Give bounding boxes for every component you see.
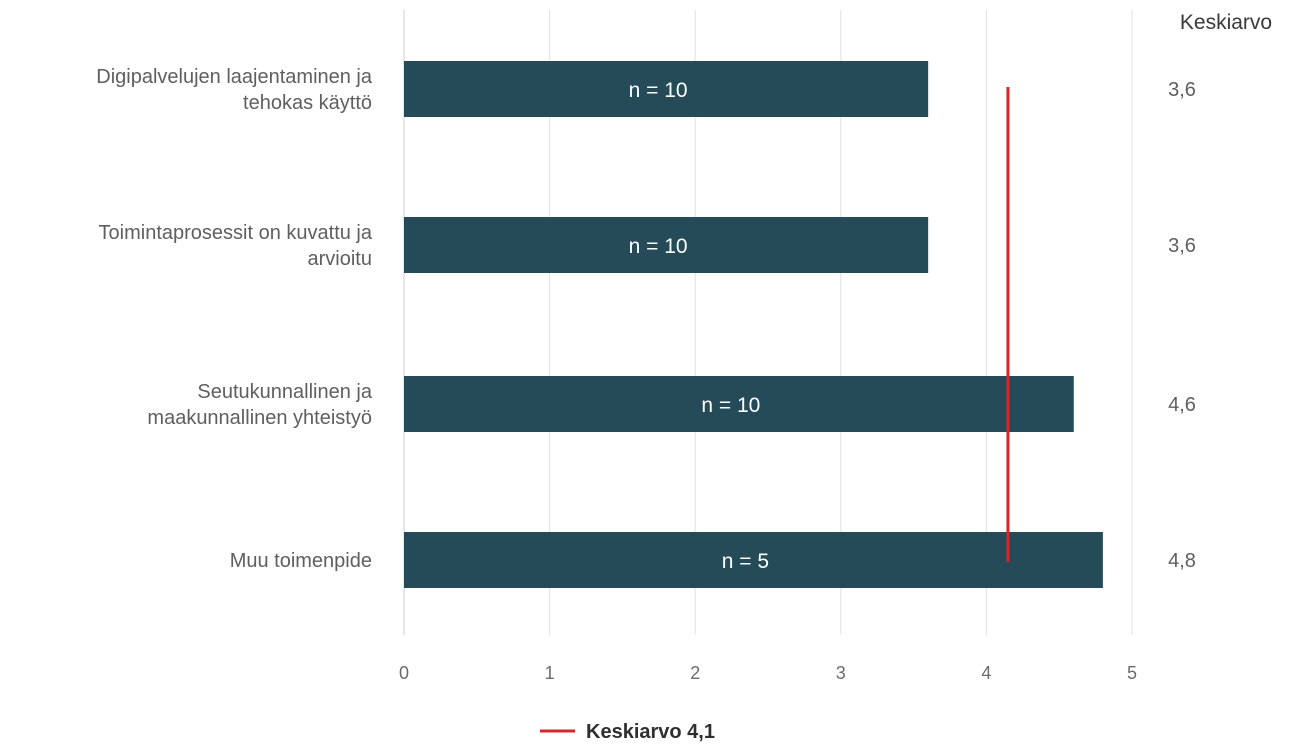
x-tick-label: 5 xyxy=(1127,663,1137,683)
category-labels: Digipalvelujen laajentaminen ja tehokas k… xyxy=(96,66,373,572)
category-label: tehokas käyttö xyxy=(243,92,372,114)
average-column-header: Keskiarvo xyxy=(1180,11,1272,34)
bar-data-label: n = 10 xyxy=(629,79,688,102)
bar xyxy=(404,532,1103,588)
bar xyxy=(404,61,929,117)
bars xyxy=(404,61,1103,588)
x-tick-label: 4 xyxy=(981,663,991,683)
category-label: Toimintaprosessit on kuvattu ja xyxy=(99,222,373,244)
category-label: Muu toimenpide xyxy=(230,550,372,572)
x-axis-ticks: 0 1 2 3 4 5 xyxy=(399,663,1137,683)
bar-data-label: n = 10 xyxy=(629,235,688,258)
average-value: 4,6 xyxy=(1168,394,1196,416)
bar-data-label: n = 5 xyxy=(722,550,769,573)
x-tick-label: 1 xyxy=(545,663,555,683)
category-label: Seutukunnallinen ja xyxy=(197,381,372,403)
bar-data-label: n = 10 xyxy=(701,394,760,417)
legend: Keskiarvo 4,1 xyxy=(540,721,715,743)
category-label: arvioitu xyxy=(308,248,372,270)
average-value: 3,6 xyxy=(1168,79,1196,101)
bar xyxy=(404,217,929,273)
bar-labels: n = 10 n = 10 n = 10 n = 5 xyxy=(629,79,770,573)
category-label: Digipalvelujen laajentaminen ja xyxy=(96,66,373,88)
average-value: 3,6 xyxy=(1168,235,1196,257)
average-value: 4,8 xyxy=(1168,550,1196,572)
category-label: maakunnallinen yhteistyö xyxy=(147,407,372,429)
bar xyxy=(404,376,1074,432)
legend-label: Keskiarvo 4,1 xyxy=(586,721,715,743)
x-tick-label: 0 xyxy=(399,663,409,683)
average-column: Keskiarvo 3,6 3,6 4,6 4,8 xyxy=(1168,11,1272,572)
x-tick-label: 2 xyxy=(690,663,700,683)
x-tick-label: 3 xyxy=(836,663,846,683)
